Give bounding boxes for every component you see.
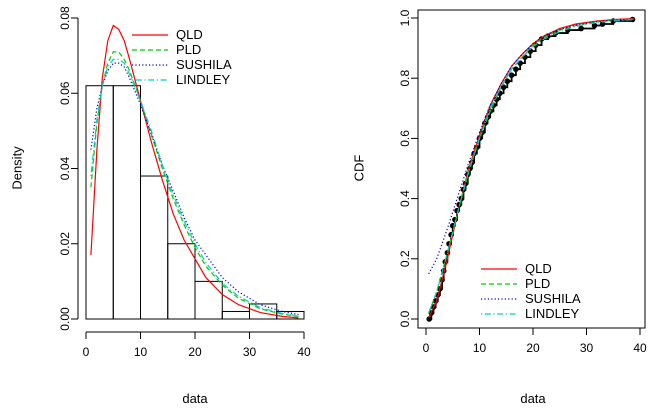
x-tick-label: 40 (633, 341, 647, 355)
x-axis-label: data (182, 391, 208, 406)
histogram-bar (140, 175, 169, 320)
legend-label-qld: QLD (176, 27, 203, 42)
empirical-cdf-point (513, 66, 519, 72)
y-tick-label: 0.2 (398, 250, 412, 267)
empirical-cdf-point (578, 25, 584, 32)
empirical-cdf-point (493, 96, 500, 103)
empirical-cdf-point (591, 22, 598, 29)
legend-label-lindley: LINDLEY (176, 72, 231, 87)
empirical-cdf-point (504, 78, 511, 85)
y-tick-label: 0.6 (398, 130, 412, 147)
series-line-qld (90, 24, 299, 319)
legend-label-sushila: SUSHILA (525, 291, 581, 306)
x-tick-label: 20 (188, 345, 202, 359)
histogram-bar (167, 243, 196, 320)
legend-label-qld: QLD (525, 261, 552, 276)
y-axis-label: CDF (351, 155, 366, 182)
y-tick-label: 0.08 (58, 6, 72, 30)
y-tick-label: 0.4 (398, 190, 412, 207)
x-tick-label: 10 (473, 341, 487, 355)
legend-label-lindley: LINDLEY (525, 306, 580, 321)
y-tick-label: 0.02 (58, 232, 72, 256)
y-axis-label: Density (9, 146, 24, 190)
y-tick-label: 0.8 (398, 70, 412, 87)
x-tick-label: 0 (423, 341, 430, 355)
x-tick-label: 40 (297, 345, 311, 359)
y-tick-label: 0.00 (58, 307, 72, 331)
cdf-panel: 0 10 20 30 40 data 0.0 0.2 0.4 0.6 0.8 1.0 CDF QLDPLD… (351, 9, 647, 406)
empirical-cdf-point (426, 316, 433, 322)
x-tick-label: 0 (83, 345, 90, 359)
y-tick-label: 0.04 (58, 156, 72, 180)
x-tick-label: 30 (580, 341, 594, 355)
legend-label-pld: PLD (525, 276, 550, 291)
x-tick-label: 20 (526, 341, 540, 355)
empirical-cdf-point (599, 21, 606, 27)
empirical-cdf-point (500, 84, 507, 91)
x-axis-label: data (520, 391, 546, 406)
histogram-bar (194, 280, 223, 320)
x-tick-label: 30 (243, 345, 257, 359)
y-tick-label: 0.0 (398, 310, 412, 327)
histogram-bar (221, 310, 250, 320)
series-line-lindley (90, 58, 299, 317)
empirical-cdf-point (508, 72, 515, 78)
y-tick-label: 1.0 (398, 9, 412, 26)
density-histogram-panel: 0 10 20 30 40 data 0.00 0.02 0.04 0.06 0.08 Density… (9, 6, 311, 406)
x-tick-label: 10 (134, 345, 148, 359)
legend-label-pld: PLD (176, 42, 201, 57)
series-line-lindley (428, 18, 635, 314)
series-line-sushila (428, 18, 635, 275)
legend-label-sushila: SUSHILA (176, 57, 232, 72)
series-line-sushila (90, 62, 299, 316)
y-tick-label: 0.06 (58, 81, 72, 105)
histogram-bar (112, 85, 141, 320)
series-line-pld (90, 51, 299, 317)
